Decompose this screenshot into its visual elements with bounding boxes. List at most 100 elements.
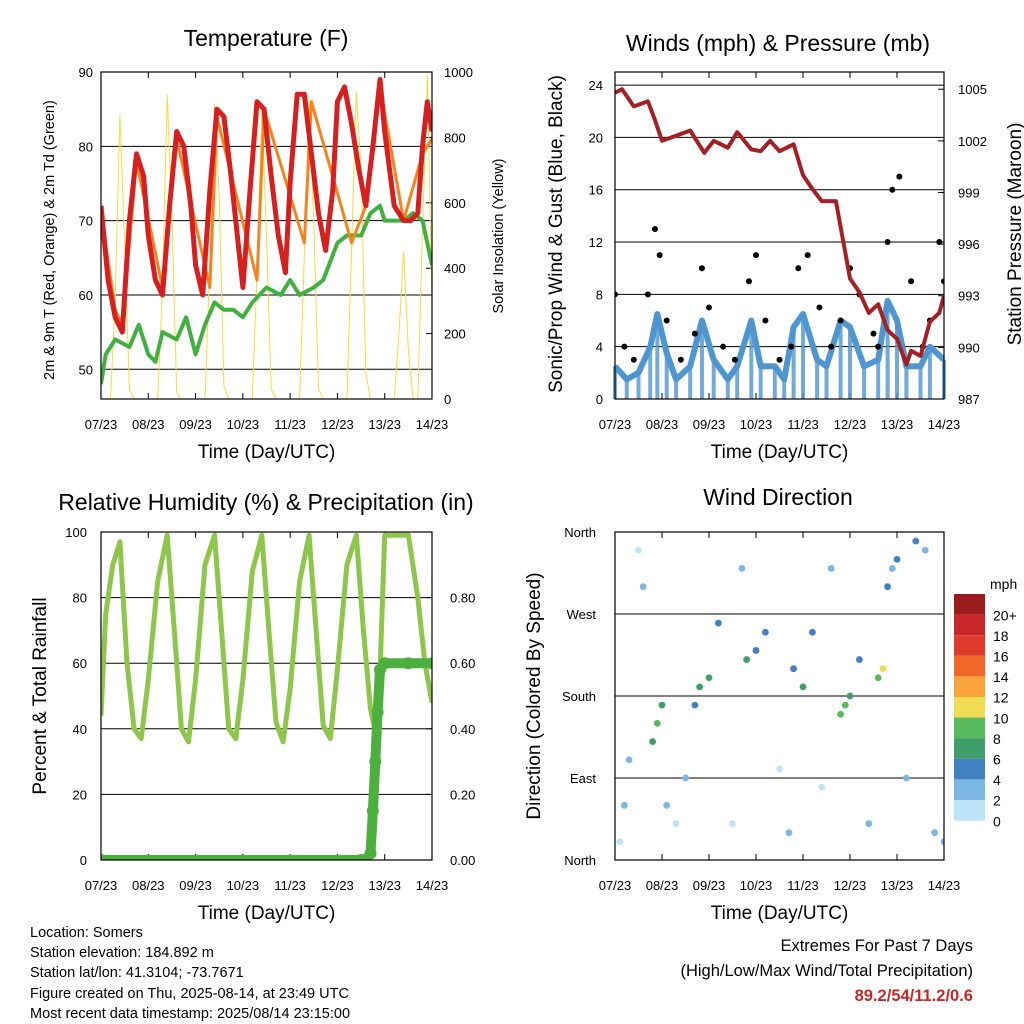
- gust-point: [691, 330, 698, 337]
- y-right-tick-label: 0: [444, 392, 451, 407]
- wind-bar: [711, 359, 716, 399]
- y-tick-label: 20: [73, 787, 87, 802]
- direction-point: [799, 683, 807, 691]
- x-tick-label: 10/23: [740, 417, 773, 432]
- gust-point: [788, 343, 795, 350]
- gust-point: [816, 304, 823, 311]
- latlon-text: Station lat/lon: 41.3104; -73.7671: [30, 965, 244, 982]
- y-tick-label: 100: [65, 525, 87, 540]
- wind-bar: [636, 372, 641, 399]
- wind-bar: [749, 320, 754, 399]
- gust-point: [644, 291, 651, 298]
- y-axis-label: 2m & 9m T (Red, Orange) & 2m Td (Green): [42, 100, 58, 380]
- direction-point: [912, 537, 920, 545]
- legend-swatch: [954, 758, 985, 780]
- legend-swatch: [954, 614, 985, 636]
- legend-label: 4: [993, 772, 1001, 788]
- gust-point: [889, 186, 896, 193]
- y-right-tick-label: 0.00: [450, 853, 475, 868]
- legend-label: 14: [993, 669, 1009, 685]
- precip-point: [364, 847, 377, 860]
- gust-point: [698, 265, 705, 272]
- y-tick-label: 40: [73, 722, 87, 737]
- precip-point: [378, 657, 391, 670]
- direction-point: [879, 665, 887, 673]
- gust-point: [706, 304, 712, 311]
- wind-bar: [791, 327, 796, 399]
- y-right-tick-label: 1002: [958, 134, 987, 149]
- direction-point: [752, 647, 760, 654]
- legend-swatch: [954, 655, 985, 677]
- y-axis-label: Sonic/Prop Wind & Gust (Blue, Black): [546, 75, 567, 393]
- wind-bar: [735, 366, 740, 399]
- x-tick-label: 13/23: [881, 878, 914, 893]
- gust-point: [663, 317, 670, 324]
- plot-frame: [100, 531, 433, 861]
- direction-point: [841, 701, 849, 709]
- wind-speed-legend: mph 20+ 18 16 14 12 10 8 6 4 2 0: [954, 576, 1017, 829]
- wind-bar: [688, 366, 693, 399]
- x-tick-label: 11/23: [274, 878, 306, 893]
- y-tick-label: 50: [79, 362, 93, 377]
- created-text: Figure created on Thu, 2025-08-14, at 23…: [30, 985, 349, 1002]
- y-tick-label: 24: [589, 78, 603, 93]
- wind-bar: [725, 379, 730, 399]
- x-tick-label: 14/23: [928, 878, 961, 893]
- y-tick-label: 90: [79, 65, 93, 80]
- gust-point: [656, 252, 663, 259]
- chart-title: Relative Humidity (%) & Precipitation (i…: [58, 489, 473, 515]
- x-tick-label: 14/23: [416, 417, 449, 432]
- y-axis-right-label: Solar Insolation (Yellow): [491, 158, 507, 313]
- legend-swatch: [954, 594, 985, 615]
- direction-tick-label: West: [567, 607, 597, 622]
- station-info: Location: Somers Station elevation: 184.…: [30, 923, 350, 1024]
- extremes-title: Extremes For Past 7 Days: [780, 937, 973, 955]
- direction-point: [790, 665, 797, 673]
- legend-swatch: [954, 717, 985, 739]
- direction-point: [635, 546, 642, 554]
- solar-insolation-line: [101, 74, 432, 399]
- x-tick-label: 08/23: [132, 878, 165, 893]
- gust-point: [870, 330, 877, 337]
- legend-swatch: [954, 779, 985, 800]
- x-tick-label: 12/23: [834, 417, 867, 432]
- direction-point: [893, 555, 901, 563]
- wind-bar: [674, 379, 679, 399]
- y-tick-label: 0: [596, 392, 603, 407]
- direction-point: [658, 701, 666, 709]
- legend-label: 20+: [993, 607, 1017, 623]
- direction-point: [696, 683, 703, 691]
- recent-data-text: Most recent data timestamp: 2025/08/14 2…: [30, 1005, 351, 1022]
- location-text: Location: Somers: [30, 925, 143, 941]
- wind-bar: [772, 366, 777, 399]
- direction-point: [874, 674, 882, 682]
- y-right-tick-label: 0.40: [450, 722, 475, 737]
- gust-point: [615, 291, 618, 298]
- sonic-wind-line: [615, 297, 944, 383]
- gust-point: [621, 343, 628, 350]
- y-axis-right-label: Station Pressure (Maroon): [1005, 123, 1024, 346]
- y-right-tick-label: 0.80: [450, 591, 475, 606]
- direction-point: [931, 829, 938, 837]
- direction-point: [856, 656, 863, 663]
- gust-point: [776, 356, 783, 363]
- y-right-tick-label: 999: [958, 185, 980, 200]
- y-right-tick-label: 400: [444, 261, 466, 276]
- y-right-tick-label: 800: [444, 130, 466, 145]
- direction-point: [809, 628, 816, 636]
- gust-point: [941, 278, 944, 285]
- direction-point: [743, 656, 750, 663]
- direction-point: [785, 829, 793, 837]
- x-tick-label: 09/23: [693, 417, 726, 432]
- direction-point: [715, 619, 722, 627]
- direction-point: [903, 774, 910, 782]
- x-tick-label: 07/23: [599, 878, 632, 893]
- extremes-subtitle: (High/Low/Max Wind/Total Precipitation): [680, 962, 973, 980]
- legend-label: 12: [993, 690, 1009, 706]
- y-tick-label: 70: [79, 214, 93, 229]
- wind-bar: [927, 346, 932, 399]
- wind-bar: [848, 327, 852, 399]
- x-tick-label: 13/23: [368, 417, 401, 432]
- wind-bar: [815, 359, 820, 399]
